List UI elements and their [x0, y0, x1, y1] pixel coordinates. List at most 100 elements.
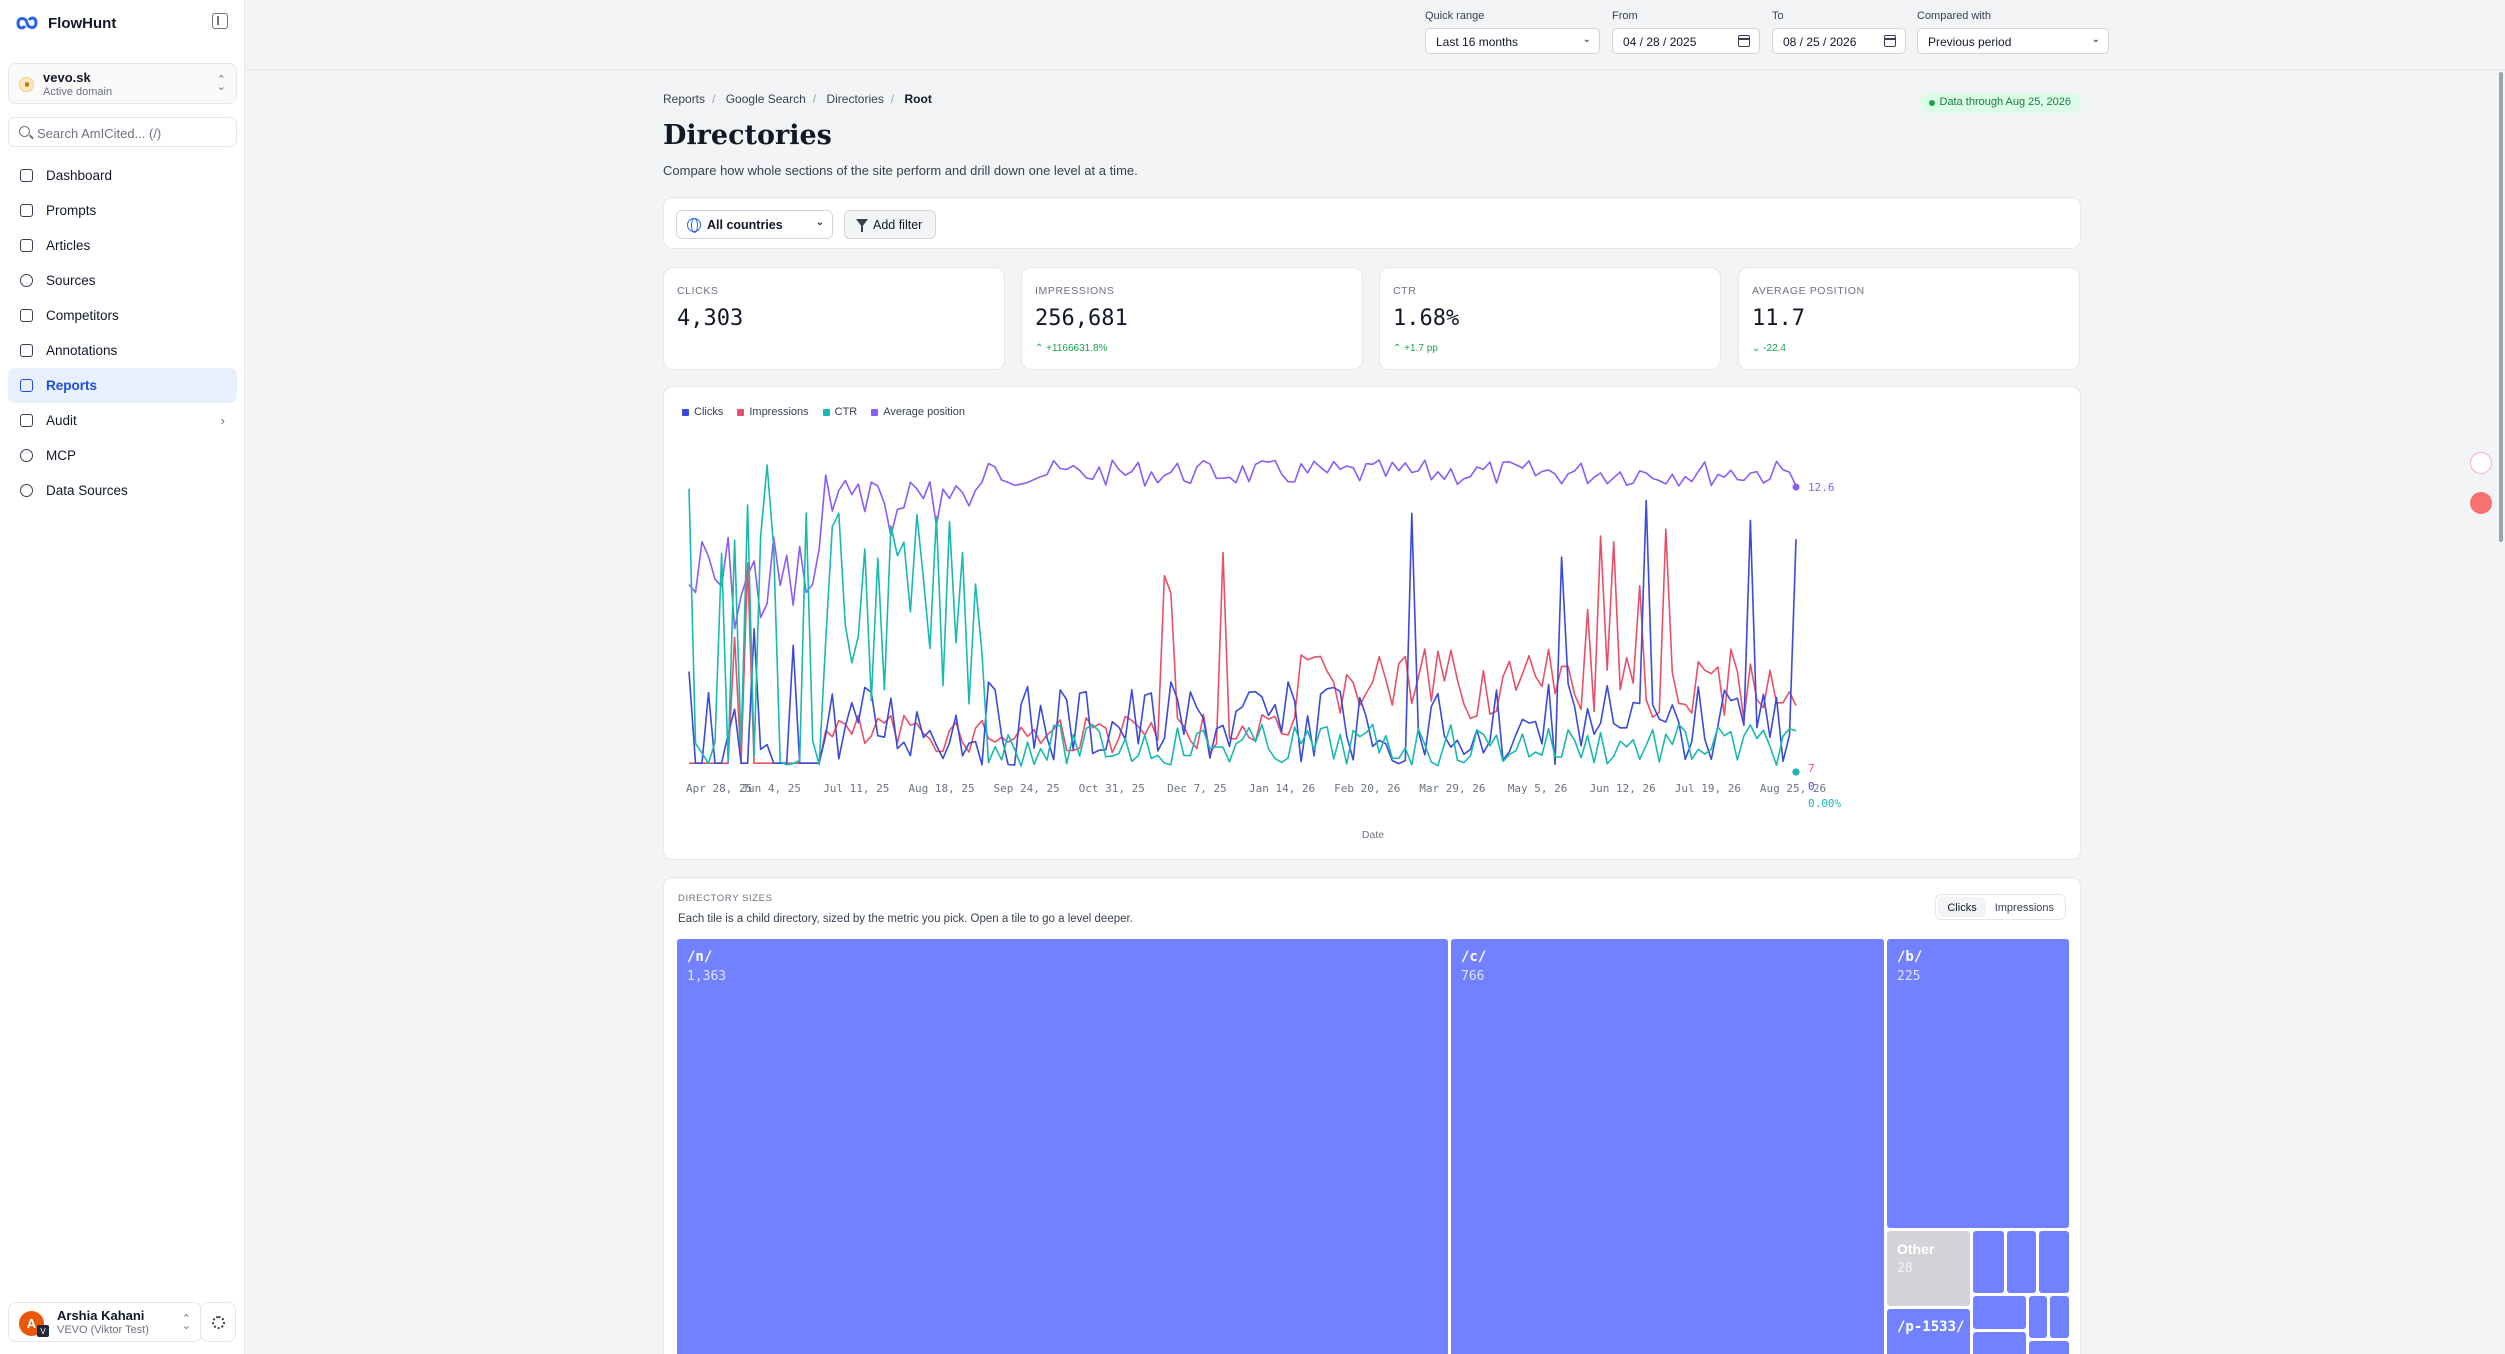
tile-n[interactable]: /n/ 1,363 [677, 939, 1448, 1354]
brand[interactable]: FlowHunt [14, 12, 116, 34]
add-filter-button[interactable]: Add filter [844, 210, 936, 239]
legend-label: Clicks [694, 406, 724, 418]
sidebar-item-prompts[interactable]: Prompts [8, 193, 237, 228]
avatar: A [19, 1311, 44, 1336]
to-date-input[interactable]: 08 / 25 / 2026 [1772, 28, 1906, 54]
page-scrollbar[interactable] [2495, 70, 2505, 1354]
chevron-updown-icon: ⌃ ⌄ [216, 74, 226, 93]
tile-name: /b/ [1897, 949, 1923, 965]
breadcrumb-google-search[interactable]: Google Search [725, 92, 806, 106]
arrow-up-icon: ⌃ [1035, 343, 1047, 354]
metric-clicks-button[interactable]: Clicks [1938, 897, 1986, 917]
sidebar-item-annotations[interactable]: Annotations [8, 333, 237, 368]
tile-small[interactable] [1973, 1296, 2026, 1329]
tile-small[interactable] [2029, 1296, 2047, 1338]
tile-small[interactable] [2039, 1231, 2069, 1293]
directory-sizes: DIRECTORY SIZES Each tile is a child dir… [663, 877, 2081, 1354]
widget-grid-icon[interactable] [2470, 452, 2492, 474]
performance-chart: 12.6 7 0 0.00% Apr 28, 25 Jun 4, 25 Jul 11, 25… [663, 386, 2081, 860]
kpi-ctr[interactable]: CTR 1.68% ⌃ +1.7 pp [1379, 267, 1721, 370]
settings-button[interactable] [200, 1302, 236, 1342]
sidebar-item-reports[interactable]: Reports [8, 368, 237, 403]
sidebar-search[interactable] [8, 117, 237, 147]
series-end-label: 0 [1808, 780, 1815, 793]
tile-small[interactable] [1973, 1231, 2004, 1293]
domain-switcher[interactable]: vevo.sk Active domain ⌃ ⌄ [8, 63, 237, 104]
sidebar-item-audit[interactable]: Audit › [8, 403, 237, 438]
kpi-delta-value: +1.7 pp [1404, 343, 1438, 354]
sidebar-item-label: Dashboard [46, 168, 113, 183]
legend-ctr[interactable]: CTR [822, 406, 857, 418]
search-input[interactable] [37, 123, 227, 143]
add-filter-label: Add filter [873, 218, 923, 232]
sources-icon [20, 274, 33, 287]
quick-range-select[interactable]: Last 16 months ⌄ [1425, 28, 1600, 54]
series-line-average-position [688, 459, 1797, 630]
kpi-value: 11.7 [1752, 306, 1805, 331]
kpi-clicks[interactable]: CLICKS 4,303 [663, 267, 1005, 370]
tile-small[interactable] [2050, 1296, 2069, 1338]
tile-small[interactable] [2007, 1231, 2036, 1293]
page-subtitle: Compare how whole sections of the site p… [663, 163, 1138, 178]
tile-p-1533[interactable]: /p-1533/ [1887, 1309, 1970, 1354]
series-end-label: 0.00% [1808, 797, 1841, 810]
sidebar-item-dashboard[interactable]: Dashboard [8, 158, 237, 193]
x-tick-label: Mar 29, 26 [1419, 782, 1485, 795]
sidebar-toggle-icon[interactable] [212, 13, 228, 29]
tile-small[interactable] [2029, 1341, 2069, 1354]
prompts-icon [20, 204, 33, 217]
breadcrumb-directories[interactable]: Directories [826, 92, 884, 106]
compared-select[interactable]: Previous period ⌄ [1917, 28, 2109, 54]
x-tick-label: Apr 28, 25 [686, 782, 752, 795]
kpi-label: IMPRESSIONS [1035, 285, 1115, 297]
kpi-average-position[interactable]: AVERAGE POSITION 11.7 ⌄ -22.4 [1738, 267, 2080, 370]
sidebar-item-competitors[interactable]: Competitors [8, 298, 237, 333]
country-select[interactable]: All countries ⌄ [676, 210, 833, 239]
annotations-icon [20, 344, 33, 357]
articles-icon [20, 239, 33, 252]
sidebar: FlowHunt vevo.sk Active domain ⌃⌄ Dashbo… [0, 0, 245, 1354]
kpi-delta: ⌃ +1.7 pp [1393, 343, 1438, 354]
tile-name: Other [1897, 1241, 1935, 1257]
sidebar-item-articles[interactable]: Articles [8, 228, 237, 263]
sidebar-item-mcp[interactable]: MCP [8, 438, 237, 473]
breadcrumb-reports[interactable]: Reports [663, 92, 706, 106]
org-badge: V [37, 1325, 49, 1337]
legend-clicks[interactable]: Clicks [682, 406, 723, 418]
user-org: VEVO (Viktor Test) [57, 1324, 149, 1336]
tile-other[interactable]: Other 28 [1887, 1231, 1970, 1306]
sidebar-item-label: Data Sources [46, 483, 128, 498]
tile-c[interactable]: /c/ 766 [1451, 939, 1884, 1354]
calendar-icon[interactable] [1884, 35, 1896, 47]
from-date-input[interactable]: 04 / 28 / 2025 [1612, 28, 1760, 54]
x-tick-label: Aug 18, 25 [908, 782, 974, 795]
tile-name: /n/ [687, 949, 713, 965]
user-menu[interactable]: A V Arshia Kahani VEVO (Viktor Test) ⌃ ⌄ [8, 1302, 202, 1342]
compared-label: Compared with [1917, 10, 1991, 22]
to-label: To [1772, 10, 1784, 22]
sidebar-item-label: MCP [46, 448, 76, 463]
kpi-value: 4,303 [677, 306, 744, 331]
quick-range-label: Quick range [1425, 10, 1485, 22]
from-field: From 04 / 28 / 2025 [1612, 10, 1760, 54]
widget-translate-icon[interactable] [2470, 492, 2492, 514]
kpi-delta: ⌄ -22.4 [1752, 343, 1786, 354]
x-axis-label: Date [1362, 829, 1384, 841]
scrollbar-thumb[interactable] [2499, 72, 2503, 542]
legend-impressions[interactable]: Impressions [737, 406, 809, 418]
sidebar-item-sources[interactable]: Sources [8, 263, 237, 298]
x-tick-label: Jun 4, 25 [741, 782, 801, 795]
tile-b[interactable]: /b/ 225 [1887, 939, 2069, 1228]
user-name: Arshia Kahani [57, 1308, 145, 1323]
sidebar-item-label: Annotations [46, 343, 118, 358]
legend-average-position[interactable]: Average position [871, 406, 965, 418]
breadcrumb: Reports / Google Search / Directories / Roo… [663, 92, 932, 106]
tile-small[interactable] [1973, 1332, 2026, 1354]
chevron-down-icon: ⌄ [1582, 34, 1591, 45]
gear-icon [212, 1316, 225, 1329]
x-tick-label: Feb 20, 26 [1334, 782, 1400, 795]
calendar-icon[interactable] [1738, 35, 1750, 47]
sidebar-item-data-sources[interactable]: Data Sources [8, 473, 237, 508]
kpi-impressions[interactable]: IMPRESSIONS 256,681 ⌃ +1166631.8% [1021, 267, 1363, 370]
metric-impressions-button[interactable]: Impressions [1994, 902, 2054, 914]
